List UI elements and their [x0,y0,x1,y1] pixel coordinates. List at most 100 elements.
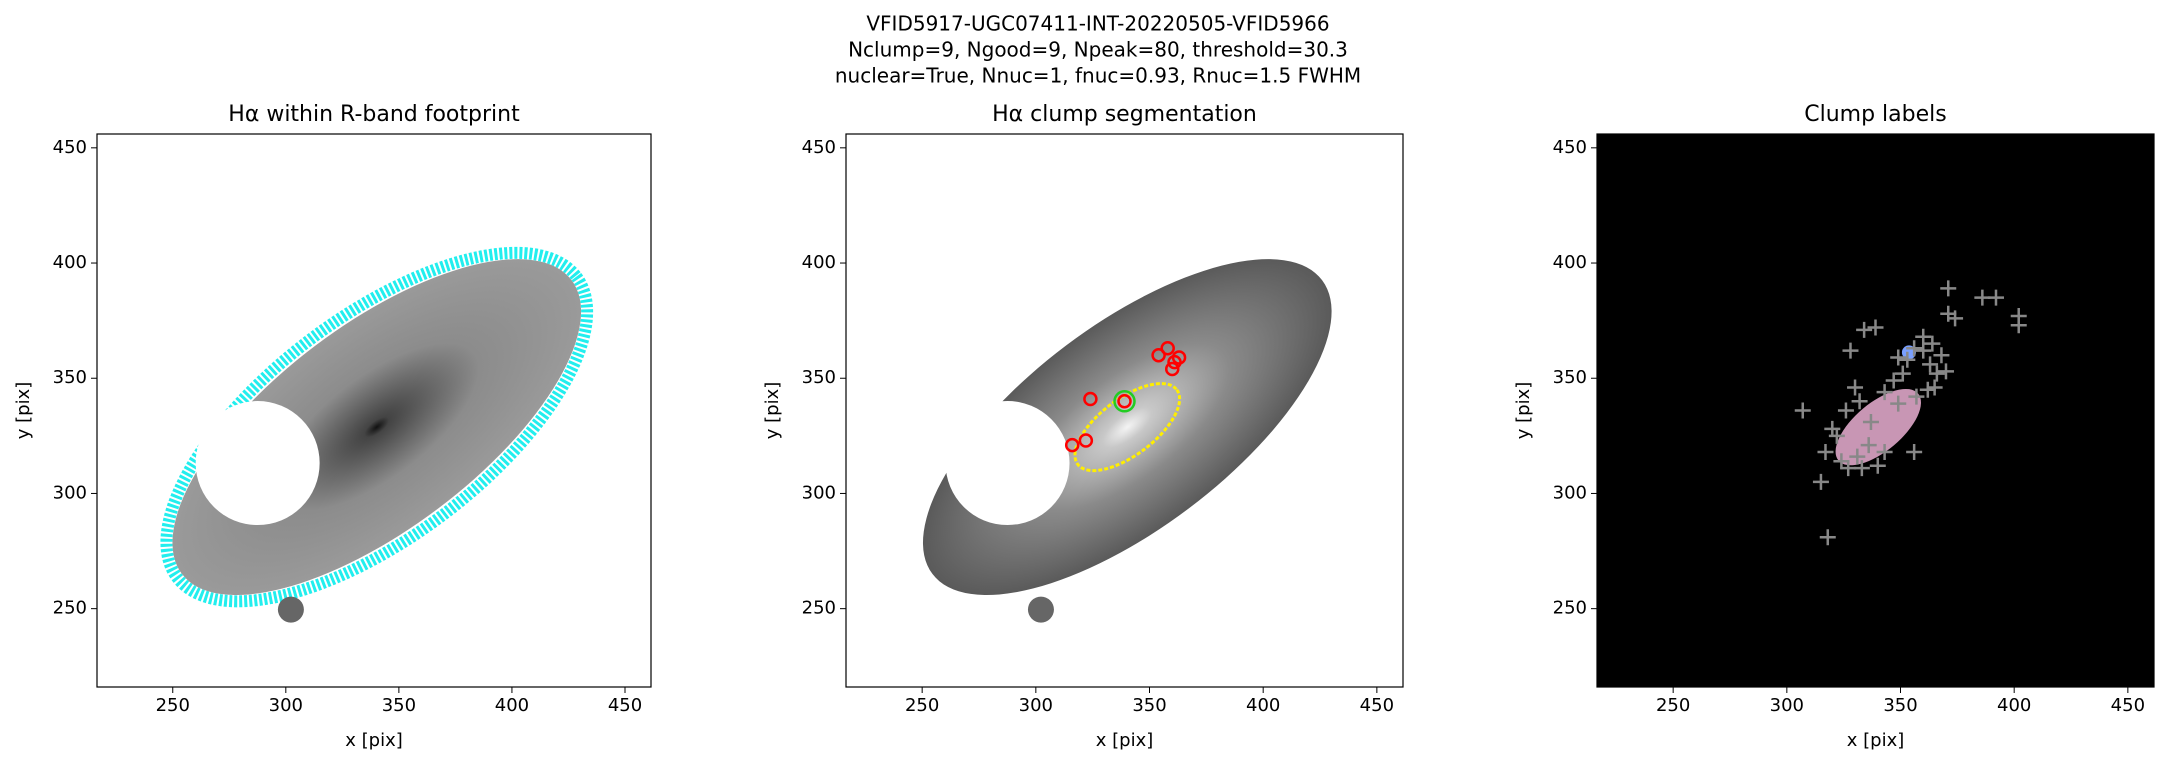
panel-title: Hα within R-band footprint [228,102,520,127]
panel-title: Clump labels [1804,102,1946,127]
peak-marker [1794,402,1811,419]
peak-marker [1853,460,1870,477]
y-tick-label: 350 [53,367,87,388]
peak-marker [1987,289,2004,306]
peak-marker [1940,280,1957,297]
peak-marker [1812,473,1829,490]
footprint-contour [160,246,594,608]
clump-marker [1171,350,1187,365]
x-tick-label: 400 [495,695,529,716]
peak-marker [1937,363,1954,380]
peak-marker [1915,328,1932,345]
peak-marker [2010,317,2027,334]
axes-frame [1596,133,2155,688]
figure-title: Nclump=9, Ngood=9, Npeak=80, threshold=3… [848,38,1348,62]
y-tick-label: 250 [1553,598,1587,619]
peak-marker [1928,365,1945,382]
x-tick-label: 450 [1360,695,1394,716]
panel: 250 300 350 400 450 250 300 350 400 450 Clump labe… [1513,102,2155,751]
axes-frame [845,133,1404,688]
image [922,259,1332,623]
peak-marker [1817,443,1834,460]
nucleus-marker [1113,390,1136,413]
peak-marker [1890,349,1907,366]
y-axis-label: y [pix] [762,382,783,440]
peak-marker [1840,460,1857,477]
peak-marker [1890,395,1907,412]
x-tick-label: 300 [1019,695,1053,716]
y-tick-label: 350 [802,367,836,388]
x-tick-label: 250 [156,695,190,716]
y-axis-label: y [pix] [13,382,34,440]
companion [277,596,304,623]
y-axis-label: y [pix] [1513,382,1534,440]
y-tick-label: 300 [1553,482,1587,503]
axes-frame [96,133,652,688]
image [1794,280,2027,546]
clump-marker [1151,347,1166,363]
y-tick-label: 350 [1553,367,1587,388]
y-tick-label: 300 [802,482,836,503]
y-tick-label: 450 [53,137,87,158]
peak-marker [1924,335,1941,352]
x-tick-label: 250 [905,695,939,716]
x-tick-label: 450 [608,695,642,716]
peak-marker [1906,340,1923,357]
peak-marker [1908,388,1925,405]
peak-marker [1947,310,1964,327]
y-tick-label: 450 [802,137,836,158]
figure-title: nuclear=True, Nnuc=1, fnuc=0.93, Rnuc=1.… [835,64,1361,88]
x-tick-label: 300 [1770,695,1804,716]
y-tick-label: 300 [53,482,87,503]
peak-marker [1860,437,1877,454]
x-tick-label: 350 [382,695,416,716]
x-tick-label: 400 [1246,695,1280,716]
peak-marker [1833,453,1850,470]
clump-contour [1073,382,1182,473]
masked-region [945,401,1070,526]
peak-marker [1899,351,1916,368]
y-tick-label: 400 [1553,252,1587,273]
clump-marker [1064,437,1080,453]
peak-marker [1926,379,1943,396]
panel: 250 300 350 400 450 250 300 350 400 450 Hα clump s… [762,102,1404,751]
peak-marker [1915,342,1932,359]
peak-marker [1919,381,1936,398]
y-tick-label: 400 [53,252,87,273]
peak-marker [1869,457,1886,474]
clump-marker [1160,341,1175,356]
x-tick-label: 350 [1132,695,1166,716]
peak-marker [1849,448,1866,465]
companion [1027,596,1054,623]
x-tick-label: 400 [1997,695,2031,716]
peak-marker [1876,443,1893,460]
x-tick-label: 350 [1883,695,1917,716]
peak-marker [1876,384,1893,401]
x-tick-label: 300 [269,695,303,716]
y-tick-label: 450 [1553,137,1587,158]
clump-marker [1164,361,1180,377]
x-axis-label: x [pix] [1096,730,1154,751]
peak-marker [1862,414,1879,431]
image [160,246,594,623]
clump-marker [1117,394,1132,409]
panel-title: Hα clump segmentation [992,102,1257,127]
peak-marker [1837,402,1854,419]
peak-marker [1819,529,1836,546]
peak-marker [1828,427,1845,444]
peak-marker [1842,342,1859,359]
clump-marker [1083,391,1098,407]
x-tick-label: 250 [1656,695,1690,716]
peak-marker [1885,372,1902,389]
y-tick-label: 250 [53,598,87,619]
peak-marker [1933,347,1950,364]
peak-marker [1867,319,1884,336]
peak-marker [1851,393,1868,410]
x-axis-label: x [pix] [345,730,403,751]
peak-marker [1974,289,1991,306]
peak-marker [1906,443,1923,460]
peak-marker [1847,379,1864,396]
masked-region [195,401,320,526]
clump-marker [1078,433,1094,448]
